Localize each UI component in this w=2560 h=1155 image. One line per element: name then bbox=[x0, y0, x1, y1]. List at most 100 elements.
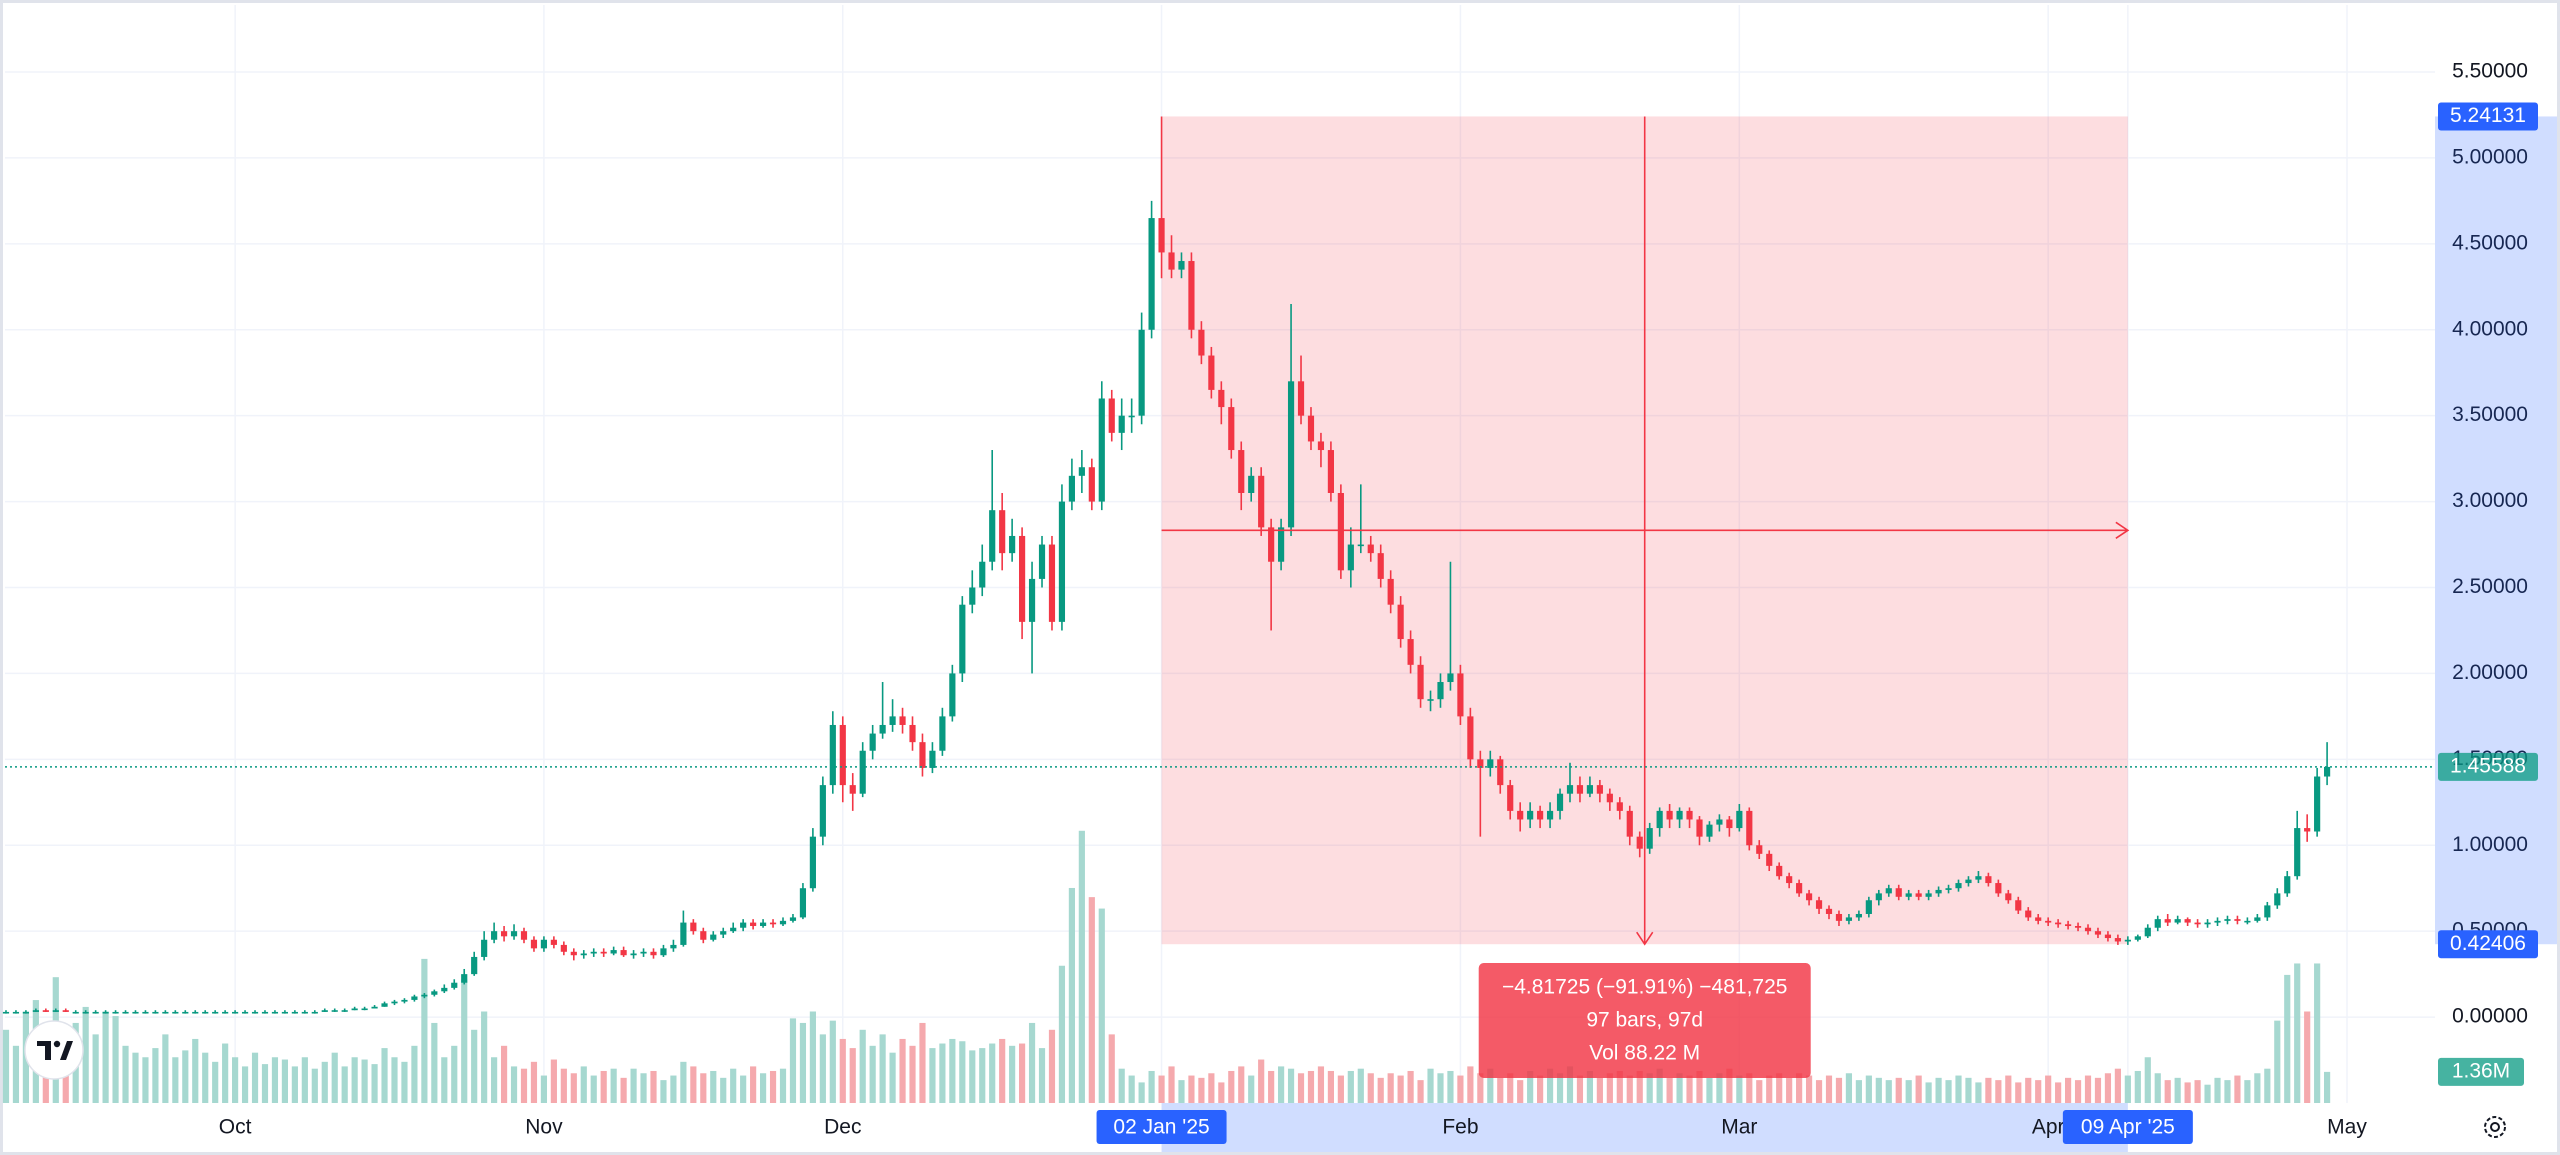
candle-body bbox=[1009, 535, 1016, 554]
volume-bar bbox=[1337, 1075, 1344, 1103]
volume-bar bbox=[331, 1052, 338, 1103]
volume-bar bbox=[1158, 1075, 1165, 1103]
candle-body bbox=[1576, 785, 1584, 794]
volume-bar bbox=[949, 1038, 956, 1103]
volume-bar bbox=[570, 1073, 577, 1103]
volume-bar bbox=[500, 1045, 508, 1103]
candle-body bbox=[819, 785, 826, 837]
candle-body bbox=[72, 1011, 79, 1014]
volume-bar bbox=[1387, 1073, 1394, 1103]
y-tick-label: 2.00000 bbox=[2452, 661, 2528, 684]
volume-bar bbox=[1467, 1066, 1474, 1103]
volume-bar bbox=[1805, 1075, 1813, 1103]
candle-body bbox=[1208, 355, 1215, 390]
candle-body bbox=[2124, 939, 2131, 942]
volume-bar bbox=[889, 1052, 896, 1103]
volume-bar bbox=[391, 1057, 398, 1103]
candle-body bbox=[1736, 810, 1743, 829]
candle-body bbox=[281, 1011, 289, 1014]
candle-body bbox=[1825, 908, 1833, 914]
candle-body bbox=[640, 951, 647, 954]
candle-body bbox=[1975, 876, 1982, 880]
volume-bar bbox=[819, 1034, 826, 1103]
volume-bar bbox=[1178, 1080, 1185, 1103]
price-highlight-label: 0.42406 bbox=[2450, 932, 2526, 955]
candle-body bbox=[42, 1010, 49, 1012]
candle-body bbox=[740, 922, 747, 928]
candle-body bbox=[1317, 441, 1325, 451]
candle-body bbox=[361, 1008, 368, 1011]
volume-bar bbox=[2164, 1080, 2171, 1103]
candle-body bbox=[2254, 917, 2261, 921]
candle-body bbox=[2224, 919, 2231, 921]
x-highlight-label-bg bbox=[2062, 1110, 2193, 1144]
volume-bar bbox=[1437, 1073, 1444, 1103]
volume-bar bbox=[1228, 1070, 1235, 1103]
volume-bar bbox=[1825, 1075, 1833, 1103]
candle-body bbox=[62, 1010, 69, 1012]
candle-body bbox=[1377, 553, 1384, 579]
volume-bar bbox=[989, 1043, 996, 1103]
candle-body bbox=[2294, 828, 2301, 877]
last-price-label-bg bbox=[2438, 752, 2538, 781]
settings-button[interactable] bbox=[2484, 1116, 2506, 1138]
x-tick-label: Oct bbox=[219, 1116, 252, 1139]
candle-body bbox=[1218, 389, 1225, 408]
volume-bar bbox=[2074, 1080, 2082, 1103]
candle-body bbox=[2084, 927, 2092, 932]
candle-body bbox=[2055, 922, 2062, 925]
volume-bar bbox=[2314, 963, 2321, 1103]
candle-body bbox=[1357, 544, 1364, 547]
y-tick-label: 4.00000 bbox=[2452, 317, 2528, 340]
candle-body bbox=[1935, 889, 1942, 894]
candle-body bbox=[2314, 776, 2321, 832]
candle-body bbox=[2045, 920, 2052, 923]
candle-body bbox=[1287, 381, 1295, 528]
candle-body bbox=[1447, 673, 1454, 683]
volume-bar bbox=[1477, 1073, 1484, 1103]
candle-body bbox=[999, 510, 1006, 554]
volume-bar bbox=[1766, 1075, 1773, 1103]
candle-body bbox=[1337, 493, 1344, 571]
candle-body bbox=[899, 716, 906, 725]
volume-bar bbox=[2035, 1080, 2042, 1103]
candle-body bbox=[1686, 810, 1693, 820]
volume-bar bbox=[1736, 1075, 1743, 1103]
volume-bar bbox=[2184, 1082, 2191, 1103]
candle-body bbox=[1716, 819, 1723, 825]
volume-bar bbox=[720, 1077, 727, 1103]
volume-bar bbox=[1098, 908, 1105, 1103]
candle-body bbox=[1118, 415, 1125, 433]
candle-body bbox=[580, 953, 587, 956]
volume-bar bbox=[550, 1059, 557, 1103]
volume-bar bbox=[112, 1016, 119, 1103]
logo[interactable] bbox=[24, 1020, 84, 1080]
candle-body bbox=[540, 939, 548, 949]
candle-body bbox=[849, 785, 856, 794]
volume-bar bbox=[2005, 1075, 2012, 1103]
volume-bar bbox=[371, 1064, 378, 1103]
volume-bar bbox=[2234, 1075, 2241, 1103]
volume-bar bbox=[530, 1061, 538, 1103]
volume-bar bbox=[1716, 1073, 1723, 1103]
candle-body bbox=[1278, 527, 1285, 562]
candle-body bbox=[1566, 785, 1574, 794]
candle-body bbox=[1347, 544, 1354, 571]
gear-outer bbox=[2484, 1116, 2506, 1138]
candle-body bbox=[1746, 810, 1753, 846]
candle-body bbox=[1028, 578, 1036, 622]
y-tick-label: 5.50000 bbox=[2452, 60, 2528, 83]
volume-bar bbox=[690, 1066, 697, 1103]
volume-bar bbox=[1895, 1077, 1902, 1103]
volume-bar bbox=[1796, 1073, 1803, 1103]
volume-bar bbox=[1646, 1073, 1653, 1103]
volume-bar bbox=[1527, 1070, 1534, 1103]
y-tick-label: 4.50000 bbox=[2452, 231, 2528, 254]
measure-v-arrow bbox=[1636, 931, 1654, 946]
last-volume-label: 1.36M bbox=[2452, 1059, 2510, 1082]
volume-bar bbox=[481, 1011, 488, 1103]
candle-body bbox=[989, 510, 996, 562]
candle-body bbox=[909, 724, 916, 743]
candle-body bbox=[1786, 876, 1793, 884]
candle-body bbox=[1895, 888, 1902, 897]
